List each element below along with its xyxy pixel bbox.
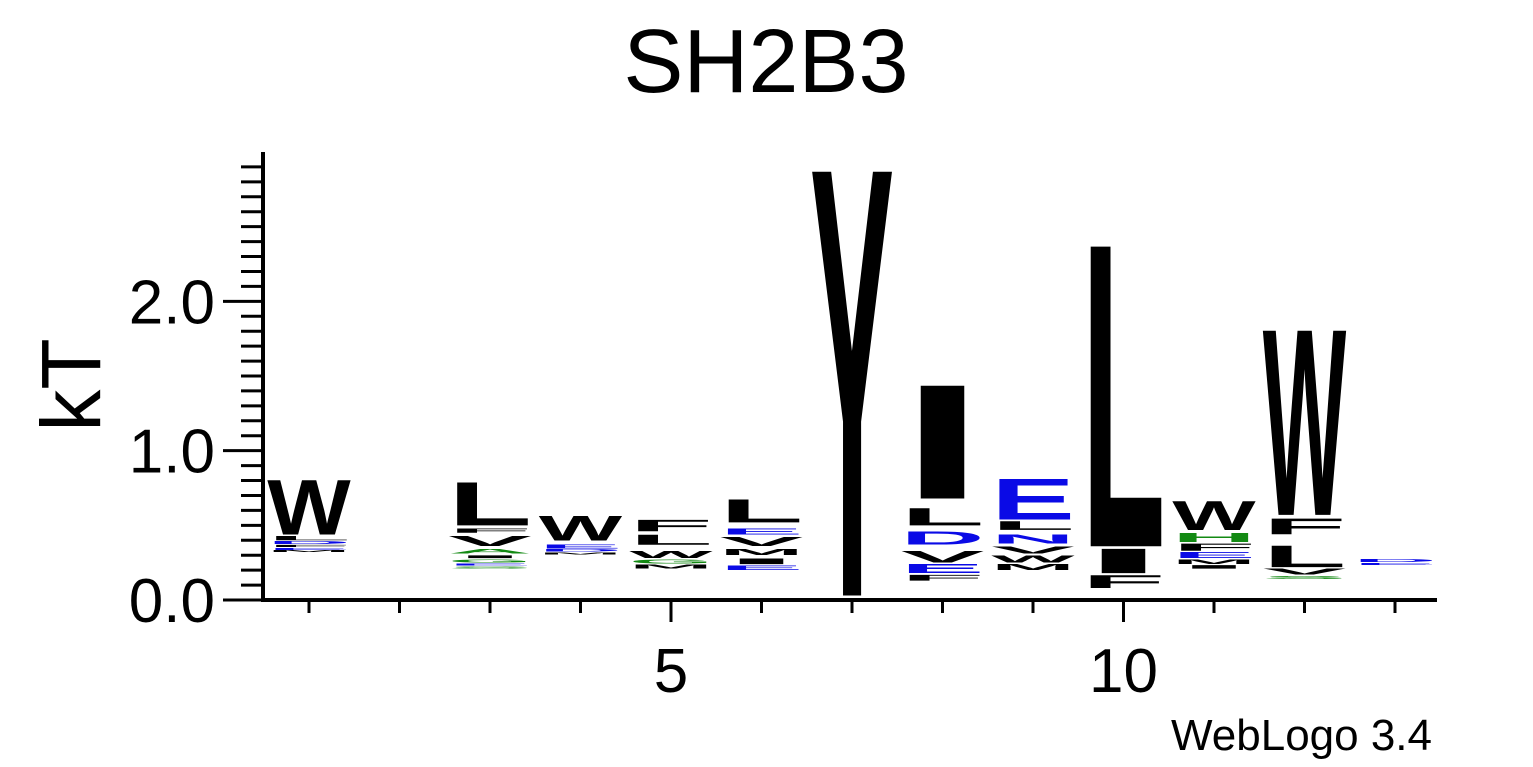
logo-letter-i: I bbox=[1082, 541, 1166, 581]
logo-letter-w: W bbox=[629, 549, 713, 561]
y-tick-label: 0.0 bbox=[129, 567, 215, 636]
logo-letter-m: M bbox=[539, 552, 623, 555]
logo-letter-w: W bbox=[539, 509, 623, 548]
x-tick-label: 10 bbox=[1089, 637, 1158, 706]
logo-letter-v: V bbox=[991, 544, 1075, 556]
logo-letter-w: W bbox=[267, 463, 350, 551]
logo-letter-m: M bbox=[629, 564, 713, 570]
logo-letter-e: E bbox=[720, 564, 804, 571]
logo-letter-w: W bbox=[1172, 492, 1257, 539]
logo-letter-d: D bbox=[1353, 558, 1437, 563]
logo-letter-s: S bbox=[448, 566, 532, 569]
logo-letter-l: L bbox=[720, 492, 804, 529]
logo-letter-f: F bbox=[1172, 541, 1256, 553]
logo-letter-i: I bbox=[901, 350, 985, 533]
logo-letter-d: D bbox=[539, 548, 623, 552]
logo-letter-w: W bbox=[1263, 275, 1346, 573]
logo-letter-v: V bbox=[1263, 567, 1347, 576]
y-tick-label: 2.0 bbox=[129, 268, 215, 337]
logo-letter-e: E bbox=[1353, 562, 1437, 565]
logo-letter-f: F bbox=[448, 527, 532, 534]
logo-letter-m: M bbox=[1172, 559, 1256, 566]
logo-letter-f: F bbox=[901, 573, 985, 582]
logo-letter-g: G bbox=[629, 559, 713, 565]
logo-letter-h: H bbox=[1172, 530, 1256, 544]
logo-letter-l: L bbox=[901, 503, 985, 531]
logo-letter-v: V bbox=[448, 533, 532, 549]
y-axis-label: kT bbox=[24, 338, 118, 431]
logo-letter-e: E bbox=[1172, 551, 1256, 560]
x-tick-label: 5 bbox=[654, 637, 688, 706]
logo-letter-i: I bbox=[1172, 564, 1256, 570]
logo-letter-i: I bbox=[720, 557, 804, 566]
logo-letter-e: E bbox=[448, 563, 532, 566]
footer-credit: WebLogo 3.4 bbox=[1171, 711, 1432, 760]
logo-letter-v: V bbox=[720, 535, 804, 549]
logo-letter-e: E bbox=[991, 467, 1075, 532]
logo-letter-f: F bbox=[629, 516, 713, 535]
logo-letter-l: L bbox=[991, 519, 1075, 533]
logo-letter-y: Y bbox=[810, 40, 894, 727]
logo-letter-m: M bbox=[991, 563, 1075, 572]
logo-letter-i: I bbox=[448, 554, 532, 559]
chart-title: SH2B3 bbox=[623, 12, 908, 112]
logo-letter-f: F bbox=[1082, 571, 1166, 592]
logo-letter-d: D bbox=[267, 540, 351, 545]
logo-letter-l: L bbox=[1082, 154, 1166, 640]
logo-letter-a: A bbox=[448, 548, 532, 555]
logo-letter-w: W bbox=[991, 553, 1075, 565]
logo-letter-e: E bbox=[539, 544, 623, 550]
logo-letter-f: F bbox=[1263, 514, 1347, 539]
logo-letter-m: M bbox=[267, 550, 351, 553]
logo-letter-e: E bbox=[267, 547, 351, 550]
logo-letter-s: S bbox=[1263, 575, 1347, 580]
logo-letter-e: E bbox=[900, 562, 984, 576]
y-tick-label: 1.0 bbox=[129, 418, 215, 487]
logo-letter-f: F bbox=[267, 544, 351, 547]
logo-letter-g: G bbox=[448, 559, 532, 564]
logo-letter-l: L bbox=[267, 535, 351, 542]
logo-letter-l: L bbox=[629, 532, 713, 548]
logo-letter-e: E bbox=[720, 527, 804, 536]
logo-letter-l: L bbox=[1263, 539, 1347, 574]
logo-letter-l: L bbox=[448, 469, 532, 539]
logo-letter-n: N bbox=[991, 532, 1075, 546]
axes: 0.0 1.0 2.0 5 10 bbox=[129, 152, 1437, 706]
logo-letter-v: V bbox=[901, 548, 985, 567]
logo-letter-m: M bbox=[720, 548, 804, 557]
logo-letter-d: D bbox=[901, 528, 985, 549]
